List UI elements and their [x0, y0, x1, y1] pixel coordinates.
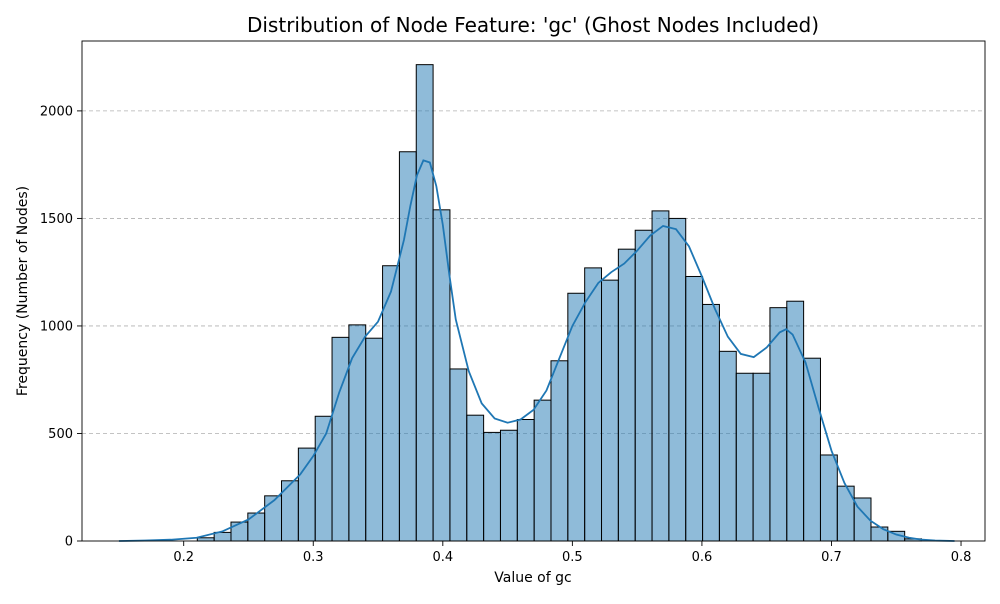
histogram-bar [483, 431, 501, 542]
y-tick-label: 500 [48, 427, 73, 442]
y-tick-label: 1000 [40, 319, 73, 334]
x-tick-label: 0.4 [432, 550, 453, 565]
x-tick-label: 0.7 [821, 550, 842, 565]
histogram-bar [449, 368, 468, 542]
y-axis-ticks: 0 500 1000 1500 2000 [40, 104, 82, 550]
histogram-bar [230, 521, 249, 542]
y-tick-label: 0 [65, 535, 73, 550]
x-tick-label: 0.3 [303, 550, 324, 565]
histogram-bar [718, 350, 737, 542]
histogram-bar [297, 447, 316, 542]
histogram-bar [617, 248, 636, 542]
x-tick-label: 0.8 [951, 550, 972, 565]
histogram-bar [584, 267, 603, 542]
x-axis-ticks: 0.2 0.3 0.4 0.5 0.6 0.7 0.8 [173, 541, 971, 565]
histogram-bar [398, 151, 417, 542]
histogram-bar [786, 300, 805, 542]
histogram-bar [196, 537, 215, 542]
histogram-bar [415, 64, 434, 542]
histogram-bar [819, 454, 838, 542]
histogram-bar [550, 360, 569, 542]
y-tick-label: 1500 [40, 212, 73, 227]
histogram-bar [685, 275, 704, 542]
histogram-bar [601, 279, 619, 542]
histogram-bar [752, 372, 771, 542]
x-tick-label: 0.5 [562, 550, 583, 565]
histogram-bar [769, 307, 788, 542]
y-axis-label: Frequency (Number of Nodes) [15, 186, 31, 396]
y-tick-label: 2000 [40, 104, 73, 119]
histogram-bar [264, 495, 283, 542]
histogram-bar [735, 372, 754, 542]
histogram-bar [314, 415, 333, 542]
chart-title: Distribution of Node Feature: 'gc' (Ghos… [247, 13, 819, 37]
histogram-bar [516, 418, 535, 542]
histogram-bar [365, 337, 384, 542]
kde-curve [118, 159, 955, 542]
histogram-bar [702, 303, 720, 542]
histogram-bar [634, 229, 653, 542]
gridlines [82, 110, 985, 434]
x-axis-label: Value of gc [494, 570, 571, 586]
x-tick-label: 0.6 [692, 550, 713, 565]
histogram-bar [651, 210, 670, 542]
axes-frame [81, 40, 986, 542]
histogram-bar [348, 324, 367, 542]
histogram-bar [533, 399, 552, 542]
histogram-bar [331, 336, 350, 542]
histogram-bar [499, 429, 518, 542]
histogram-bar [668, 217, 687, 542]
x-tick-label: 0.2 [173, 550, 194, 565]
histogram-bar [466, 414, 485, 542]
